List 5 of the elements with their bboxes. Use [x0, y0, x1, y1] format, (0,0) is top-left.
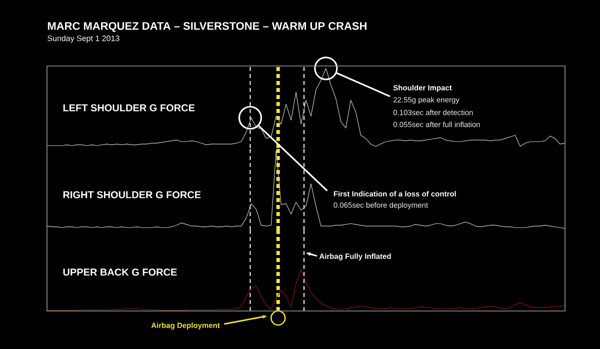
text: LEFT SHOULDER G FORCE — [63, 104, 195, 112]
chart-title: MARC MARQUEZ DATA – SILVERSTONE – WARM UP CRASH — [48, 22, 366, 32]
chart-subtitle: Sunday Sept 1 2013 — [48, 35, 120, 43]
text: RIGHT SHOULDER G FORCE — [63, 191, 201, 198]
text: UPPER BACK G FORCE — [63, 268, 177, 276]
